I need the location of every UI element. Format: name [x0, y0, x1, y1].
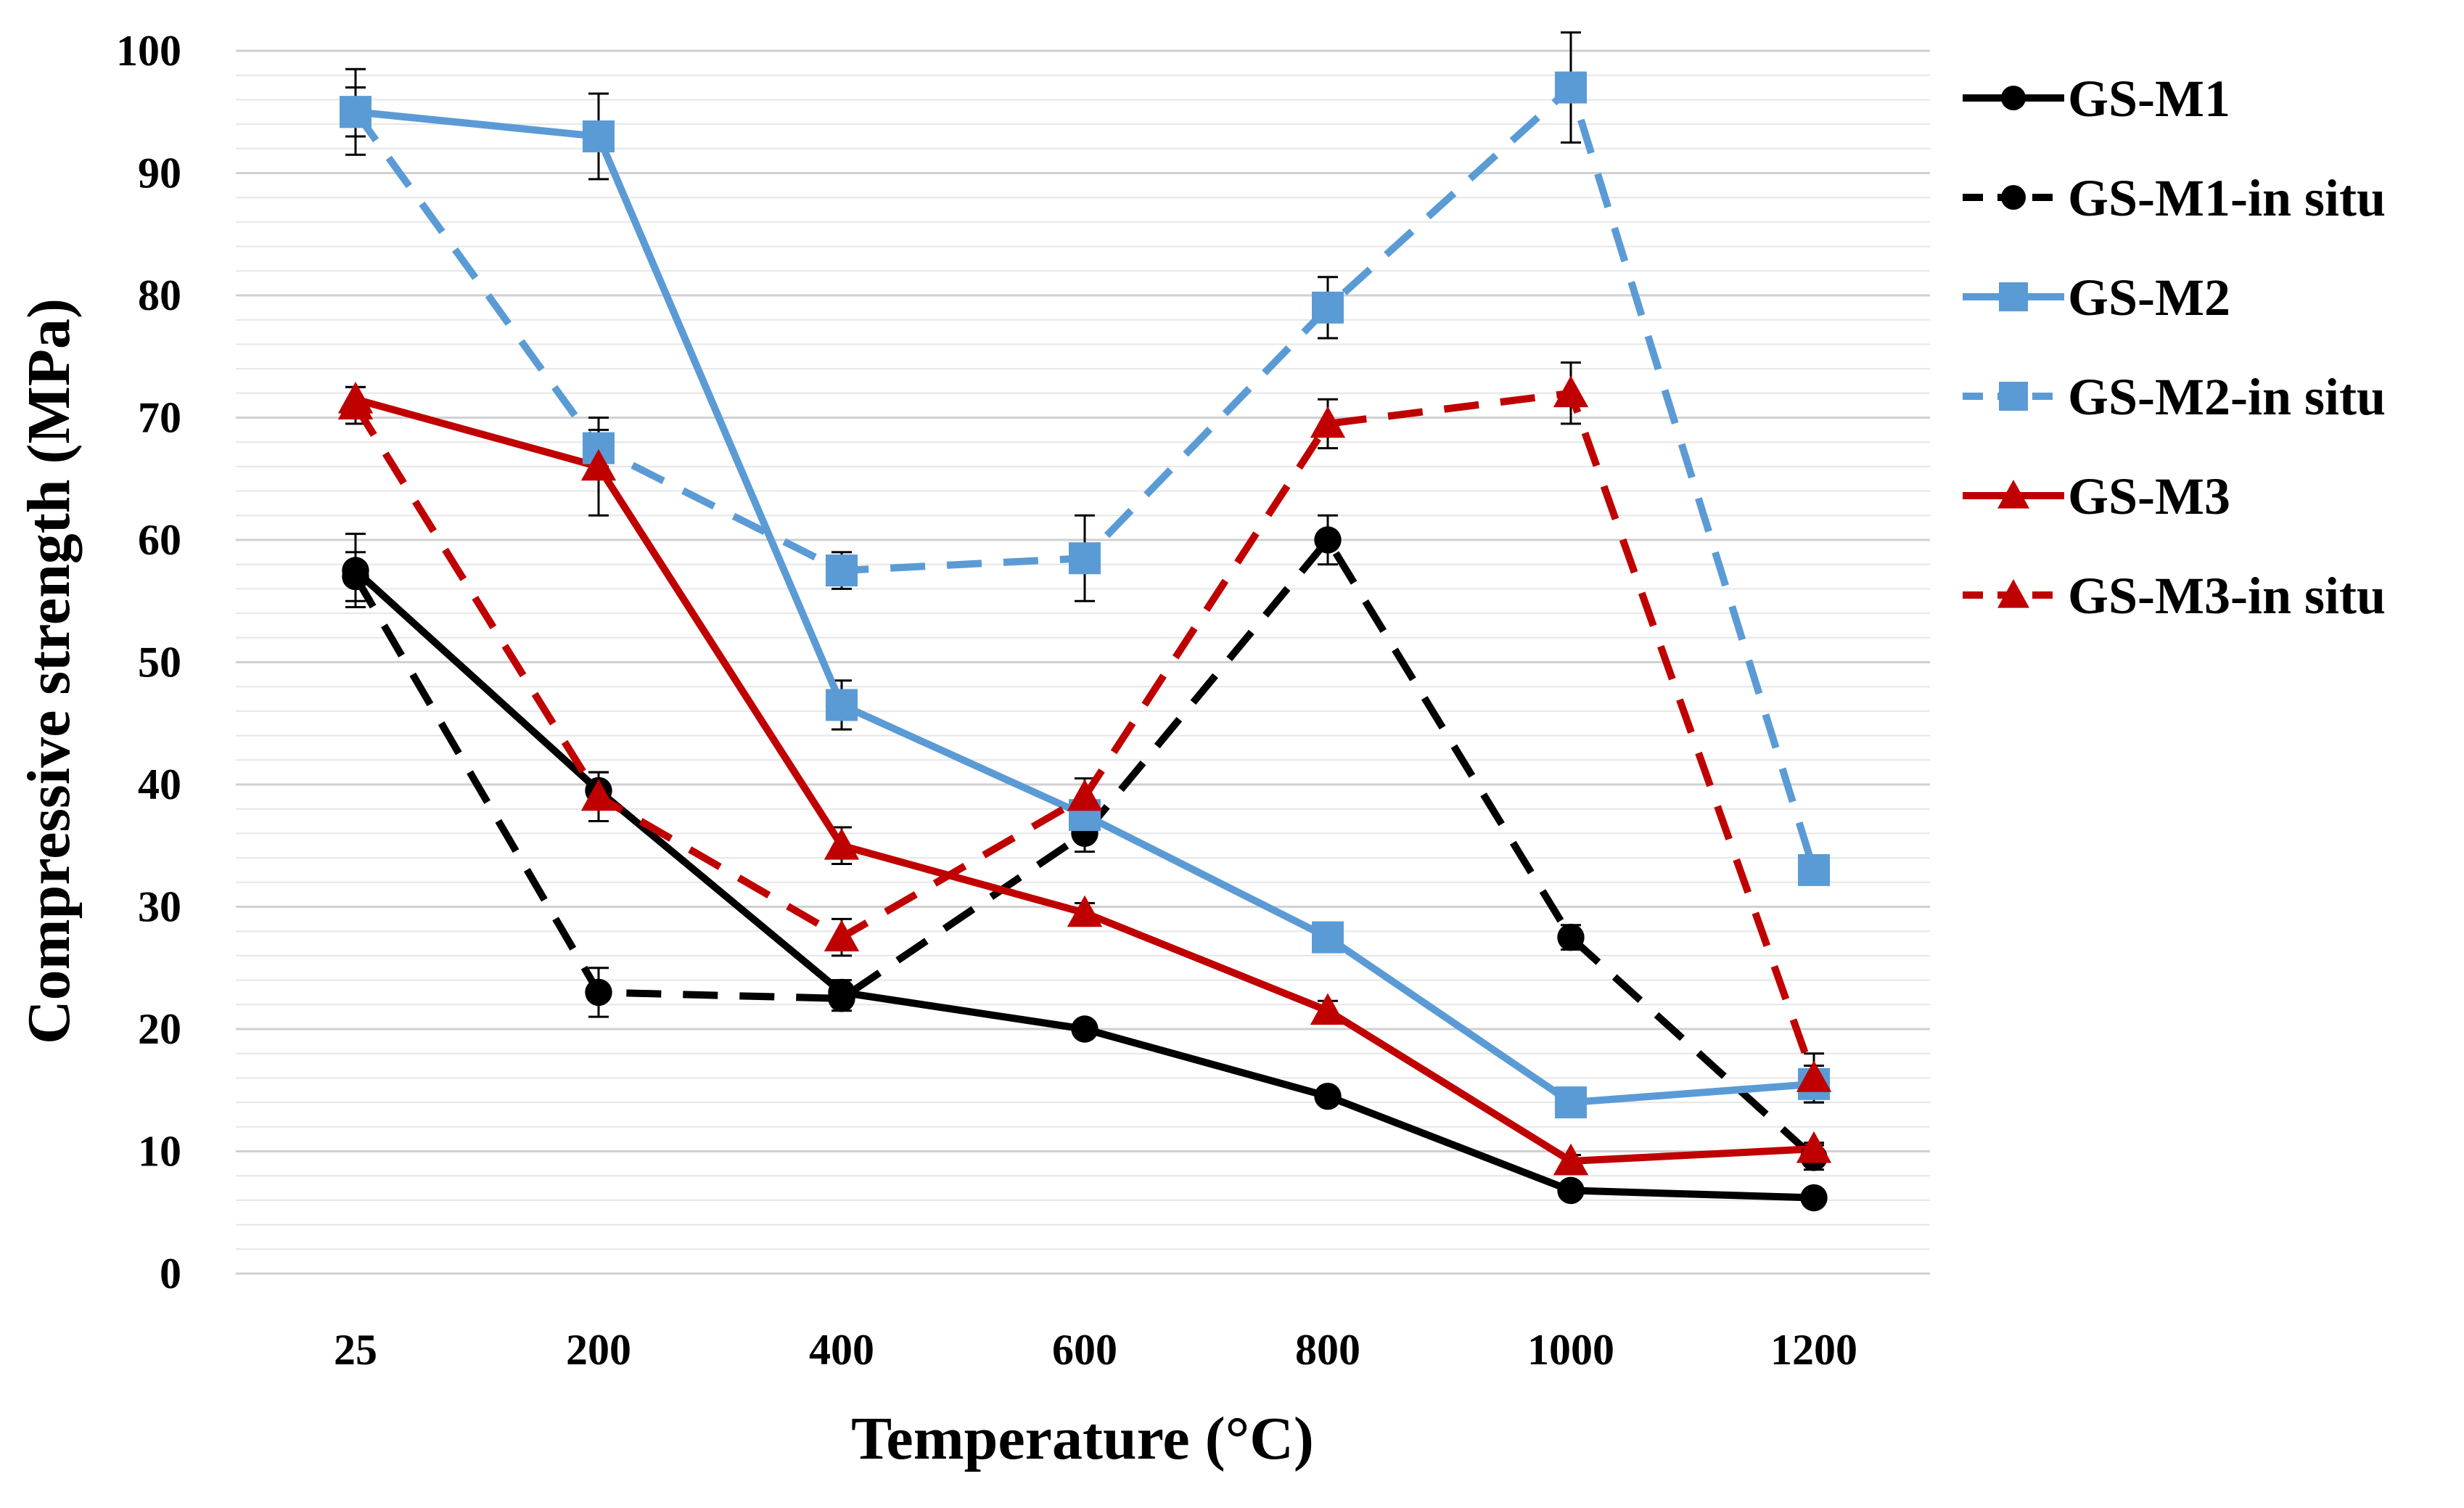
data-point-gs-m2	[826, 689, 858, 721]
data-point-gs-m2-in-situ	[1312, 291, 1344, 324]
data-point-gs-m3	[580, 448, 617, 481]
x-tick-label: 1000	[1527, 1326, 1614, 1374]
y-tick-label: 20	[138, 1005, 181, 1053]
legend-marker-gs-m1-in-situ	[2001, 185, 2026, 210]
y-tick-label: 0	[160, 1250, 181, 1298]
data-point-gs-m2	[1312, 921, 1344, 954]
data-point-gs-m3	[1310, 993, 1346, 1025]
y-tick-label: 10	[138, 1128, 181, 1176]
legend-marker-gs-m2-in-situ	[1999, 382, 2028, 411]
data-point-gs-m3-in-situ	[1067, 779, 1103, 811]
data-point-gs-m1	[1071, 1015, 1098, 1043]
x-tick-label: 400	[809, 1326, 874, 1374]
series-markers	[337, 71, 1832, 1212]
x-tick-label: 25	[334, 1326, 377, 1374]
data-point-gs-m1	[1314, 1082, 1342, 1110]
data-point-gs-m3	[1553, 1143, 1589, 1176]
legend-label-gs-m1: GS-M1	[2068, 70, 2230, 128]
data-point-gs-m1-in-situ	[585, 978, 612, 1007]
legend-label-gs-m3: GS-M3	[2068, 467, 2230, 525]
legend-label-gs-m2-in-situ: GS-M2-in situ	[2068, 368, 2386, 426]
y-tick-label: 60	[138, 516, 181, 564]
legend-marker-gs-m3	[1997, 480, 2029, 509]
legend-marker-gs-m3-in-situ	[1997, 579, 2029, 608]
legend-marker-gs-m1	[2001, 86, 2026, 110]
data-point-gs-m1-in-situ	[828, 985, 855, 1012]
data-point-gs-m3-in-situ	[580, 779, 617, 811]
series-line-gs-m2	[355, 108, 1815, 1107]
legend-label-gs-m3-in-situ: GS-M3-in situ	[2068, 567, 2386, 625]
data-point-gs-m3	[1067, 895, 1103, 927]
y-tick-label: 80	[138, 271, 181, 319]
data-point-gs-m3-in-situ	[1796, 1060, 1832, 1092]
x-tick-label: 1200	[1770, 1326, 1857, 1374]
legend-marker-gs-m2	[1999, 282, 2028, 311]
data-point-gs-m1-in-situ	[1314, 526, 1342, 554]
data-point-gs-m3	[824, 828, 860, 860]
data-point-gs-m2-in-situ	[826, 554, 858, 587]
data-point-gs-m2-in-situ	[340, 96, 371, 128]
x-tick-label: 200	[566, 1326, 631, 1374]
y-tick-label: 70	[138, 394, 181, 442]
data-point-gs-m2	[1555, 1086, 1587, 1119]
data-point-gs-m1	[1557, 1176, 1585, 1205]
legend: GS-M1 GS-M1-in situ GS-M2 GS-M2-in situ GS-M…	[1963, 70, 2386, 625]
x-tick-label: 600	[1052, 1326, 1117, 1374]
data-point-gs-m2-in-situ	[1069, 542, 1101, 575]
x-tick-label: 800	[1295, 1326, 1360, 1374]
y-axis-ticks: 0 10 20 30 40 50 60 70 80 90 100	[116, 27, 181, 1298]
data-point-gs-m3-in-situ	[824, 919, 860, 951]
legend-label-gs-m1-in-situ: GS-M1-in situ	[2068, 169, 2386, 227]
y-tick-label: 100	[116, 27, 181, 75]
y-tick-label: 90	[138, 149, 181, 197]
data-point-gs-m1	[1800, 1184, 1828, 1212]
gridlines	[236, 49, 1930, 1275]
x-axis-title: Temperature (°C)	[851, 1405, 1314, 1472]
y-tick-label: 50	[138, 639, 181, 687]
y-tick-label: 40	[138, 761, 181, 808]
data-point-gs-m1-in-situ	[342, 562, 369, 591]
data-point-gs-m1-in-situ	[1557, 923, 1585, 951]
data-point-gs-m2	[583, 120, 615, 152]
y-axis-title: Compressive strength (MPa)	[15, 298, 83, 1044]
legend-label-gs-m2: GS-M2	[2068, 269, 2230, 327]
data-point-gs-m2-in-situ	[1555, 71, 1587, 104]
data-point-gs-m3-in-situ	[1310, 406, 1346, 438]
data-point-gs-m2-in-situ	[1798, 853, 1830, 886]
data-point-gs-m3	[1796, 1131, 1832, 1163]
y-tick-label: 30	[138, 883, 181, 931]
data-point-gs-m3-in-situ	[1553, 375, 1589, 408]
x-axis-ticks: 25 200 400 600 800 1000 1200	[334, 1326, 1857, 1374]
data-point-gs-m3-in-situ	[337, 388, 374, 420]
